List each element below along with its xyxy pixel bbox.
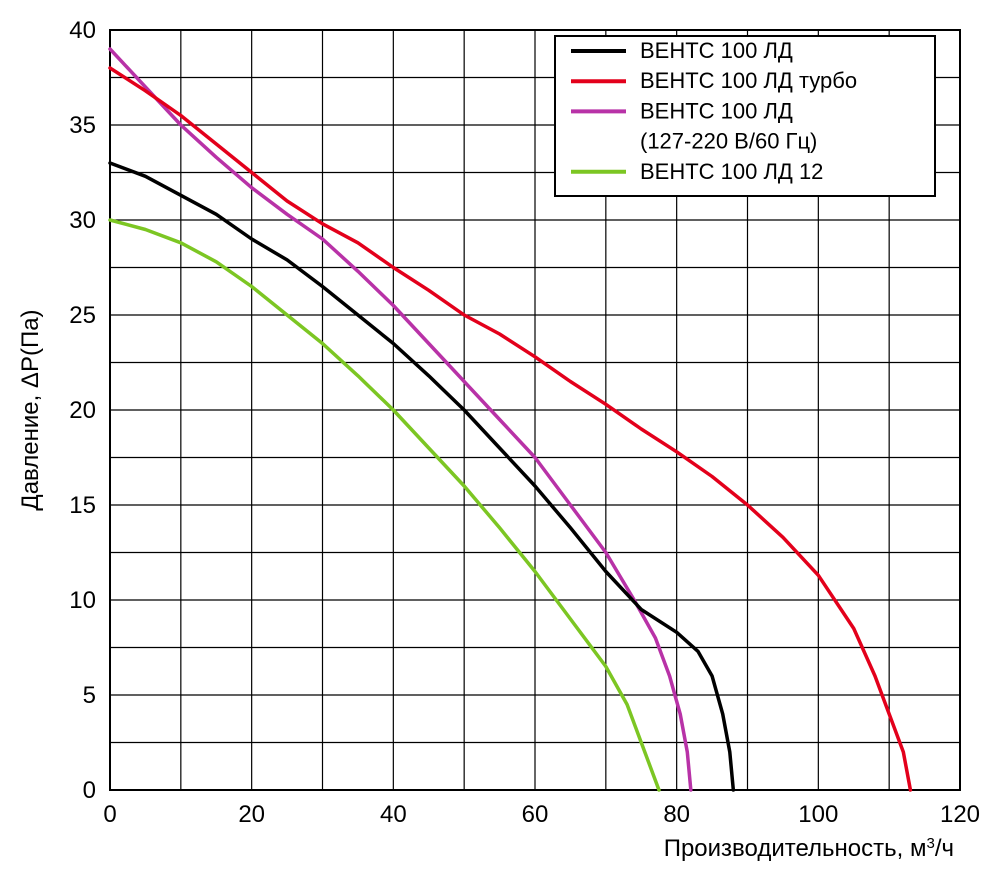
y-tick-label: 40 [69,17,96,44]
legend-label-ld-127-220: ВЕНТС 100 ЛД [640,98,793,123]
y-tick-label: 35 [69,112,96,139]
x-tick-label: 20 [238,801,265,828]
y-tick-label: 25 [69,302,96,329]
x-tick-label: 0 [103,801,116,828]
y-tick-label: 20 [69,397,96,424]
legend-label-ld: ВЕНТС 100 ЛД [640,38,793,63]
y-axis-label: Давление, ΔР(Па) [17,309,44,510]
performance-chart: 0 20 40 60 80 100 120 0 5 10 15 20 25 30 35 40 Давление,… [0,0,1000,878]
legend-label-ld-turbo: ВЕНТС 100 ЛД турбо [640,68,857,93]
legend-label-ld-127-220-line2: (127-220 В/60 Гц) [640,129,817,154]
chart-svg: 0 20 40 60 80 100 120 0 5 10 15 20 25 30 35 40 Давление,… [0,0,1000,878]
y-tick-label: 0 [83,777,96,804]
x-axis-label: Производительность, м3/ч [664,835,954,863]
x-tick-label: 80 [663,801,690,828]
legend: ВЕНТС 100 ЛД ВЕНТС 100 ЛД турбо ВЕНТС 100 … [555,36,935,196]
y-tick-label: 10 [69,587,96,614]
x-tick-label: 40 [380,801,407,828]
y-tick-label: 15 [69,492,96,519]
x-tick-label: 120 [940,801,980,828]
x-tick-label: 60 [522,801,549,828]
y-tick-label: 30 [69,207,96,234]
legend-label-ld-12: ВЕНТС 100 ЛД 12 [640,159,823,184]
y-tick-label: 5 [83,682,96,709]
x-tick-label: 100 [798,801,838,828]
